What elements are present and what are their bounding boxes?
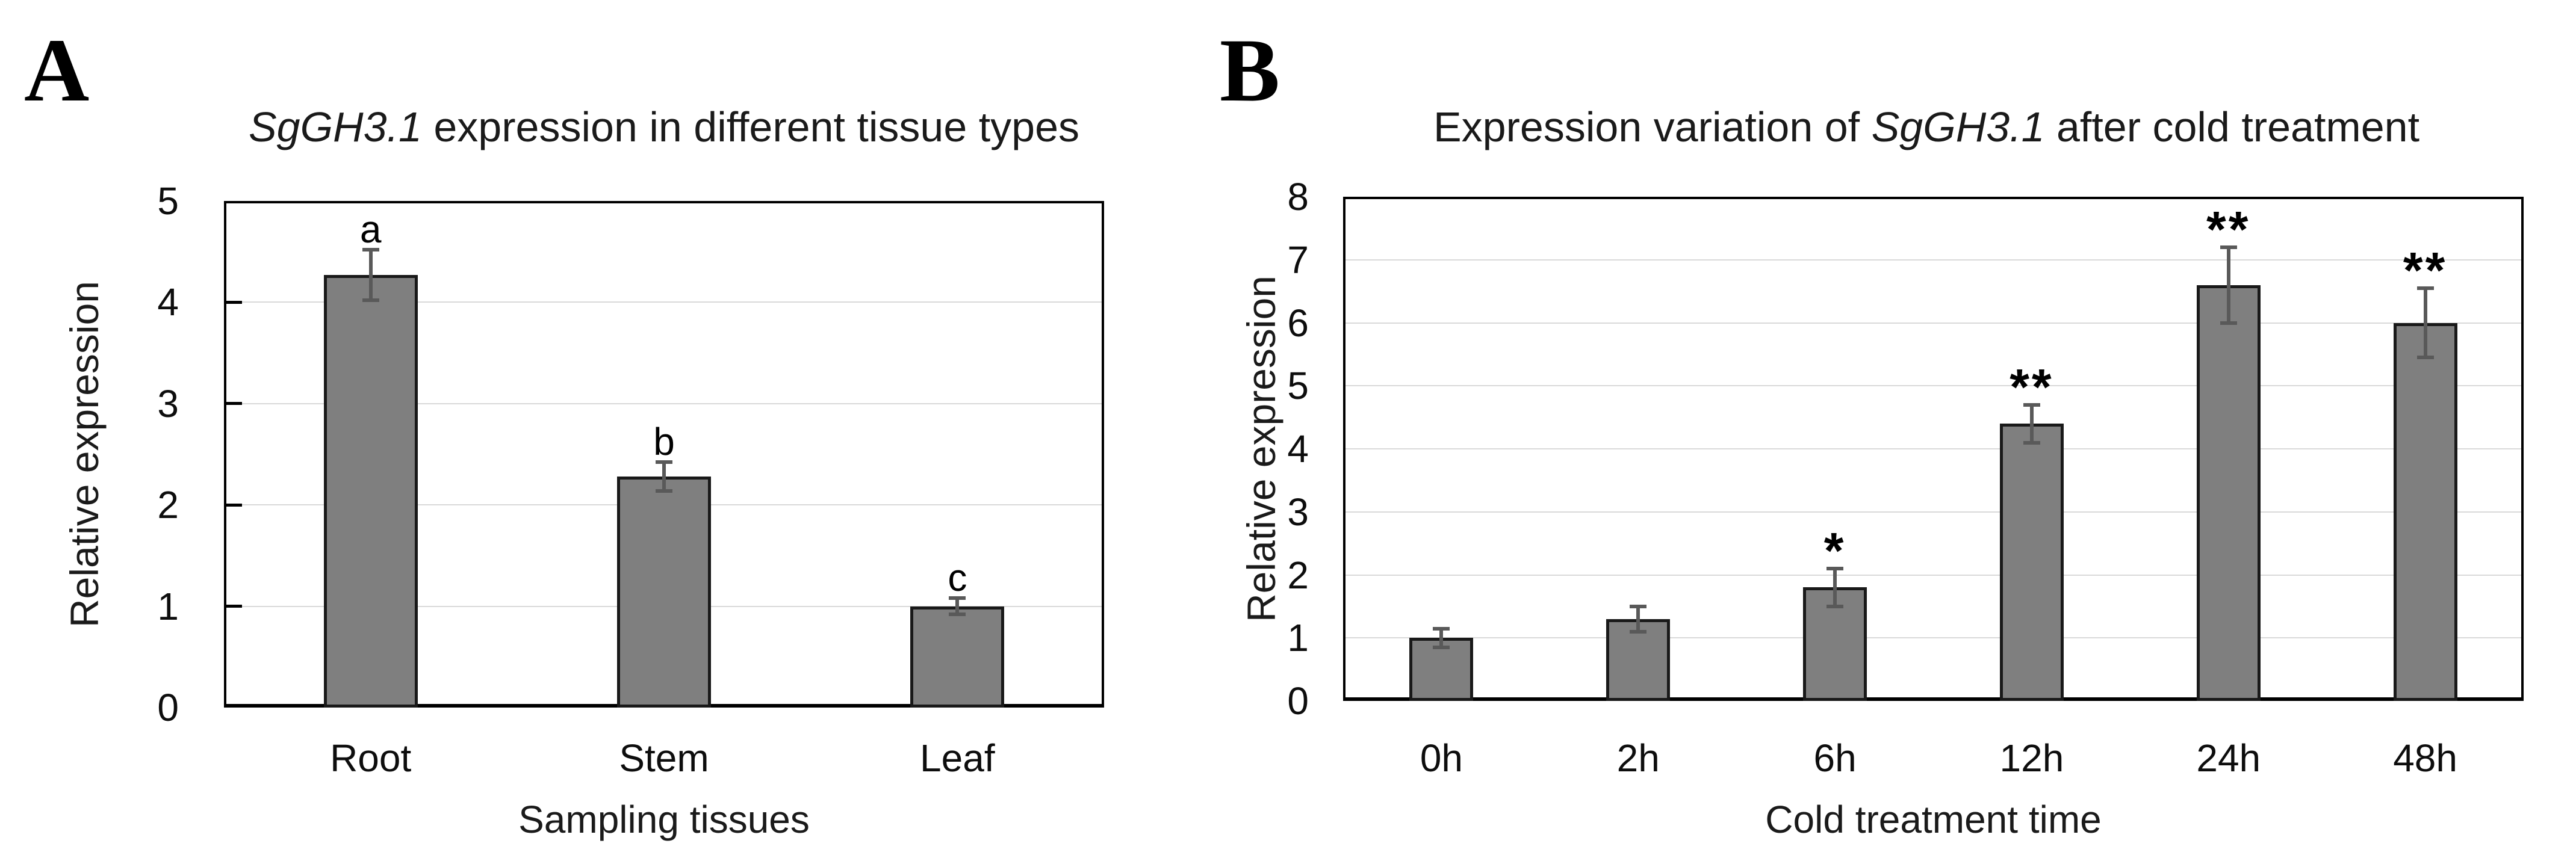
bar-stem — [617, 477, 711, 708]
gridline — [1345, 574, 2521, 576]
gridline — [1345, 637, 2521, 639]
x-tick-label-root: Root — [330, 736, 412, 780]
x-tick-label-12h: 12h — [1999, 736, 2064, 780]
x-tick-label-0h: 0h — [1420, 736, 1463, 780]
gridline — [1345, 259, 2521, 261]
y-tick-label: 0 — [1287, 679, 1309, 723]
gridline — [226, 301, 1102, 303]
gridline — [226, 403, 1102, 404]
y-axis-tick — [226, 605, 242, 608]
y-tick-label: 3 — [1287, 490, 1309, 534]
y-axis-title: Relative expression — [62, 281, 107, 628]
error-bar-cap — [2023, 440, 2040, 445]
error-bar-cap — [2023, 403, 2040, 407]
y-tick-label: 8 — [1287, 175, 1309, 218]
x-tick-label-leaf: Leaf — [920, 736, 995, 780]
y-tick-label: 1 — [157, 584, 179, 628]
gridline — [1345, 385, 2521, 387]
y-tick-label: 4 — [1287, 427, 1309, 471]
x-tick-label-48h: 48h — [2393, 736, 2457, 780]
gridline — [1345, 322, 2521, 324]
significance-asterisks: ** — [2403, 241, 2448, 298]
y-tick-label: 6 — [1287, 301, 1309, 345]
y-tick-label: 1 — [1287, 616, 1309, 660]
chart-title-text: Expression variation of — [1433, 103, 1872, 150]
chart-title-text: expression in different tissue types — [421, 103, 1080, 150]
error-bar-cap — [1630, 604, 1647, 608]
y-axis-tick — [226, 300, 242, 304]
y-tick-label: 5 — [157, 179, 179, 223]
chart-title-text: after cold treatment — [2044, 103, 2420, 150]
panel-label-a: A — [24, 20, 90, 120]
significance-asterisks: ** — [2206, 200, 2251, 258]
y-axis-title: Relative expression — [1239, 276, 1283, 622]
error-bar-cap — [1433, 626, 1450, 631]
error-bar-cap — [1826, 604, 1844, 608]
y-tick-label: 5 — [1287, 364, 1309, 408]
error-bar — [368, 249, 373, 301]
error-bar-cap — [1433, 645, 1450, 649]
error-bar-cap — [656, 489, 672, 493]
y-tick-label: 0 — [157, 686, 179, 729]
panel-label-b: B — [1220, 20, 1280, 120]
error-bar-cap — [2416, 286, 2434, 290]
error-bar-cap — [1630, 629, 1647, 634]
significance-asterisks: ** — [2010, 358, 2054, 415]
error-bar — [955, 598, 960, 615]
y-tick-label: 2 — [1287, 553, 1309, 597]
chart-title: SgGH3.1 expression in different tissue t… — [249, 106, 1079, 148]
significance-asterisks: * — [1823, 522, 1846, 579]
error-bar-cap — [1826, 567, 1844, 571]
x-tick-label-stem: Stem — [619, 736, 709, 780]
bar-24h — [2196, 285, 2261, 701]
x-tick-label-24h: 24h — [2196, 736, 2261, 780]
error-bar — [2226, 247, 2230, 323]
gridline — [1345, 448, 2521, 449]
y-axis-tick — [226, 402, 242, 406]
error-bar-cap — [362, 247, 379, 251]
bar-root — [323, 274, 418, 708]
bar-48h — [2393, 322, 2457, 701]
y-tick-label: 7 — [1287, 238, 1309, 282]
error-bar-cap — [2416, 356, 2434, 360]
bar-12h — [1999, 424, 2064, 701]
x-axis-title: Cold treatment time — [1765, 798, 2102, 841]
significance-letter: a — [359, 207, 382, 251]
error-bar-cap — [949, 612, 966, 617]
x-tick-label-2h: 2h — [1616, 736, 1660, 780]
significance-letter: c — [948, 556, 967, 600]
y-axis-tick — [226, 503, 242, 507]
chart-title-gene-name: SgGH3.1 — [1871, 103, 2045, 150]
error-bar-cap — [362, 298, 379, 303]
x-tick-label-6h: 6h — [1813, 736, 1857, 780]
error-bar — [1439, 628, 1444, 647]
bar-leaf — [910, 606, 1005, 708]
gridline — [1345, 511, 2521, 513]
error-bar-cap — [949, 596, 966, 600]
error-bar — [1636, 606, 1640, 632]
y-tick-label: 2 — [157, 483, 179, 527]
error-bar — [2423, 288, 2427, 358]
error-bar — [662, 462, 666, 491]
error-bar-cap — [2220, 245, 2237, 249]
bar-0h — [1409, 638, 1474, 701]
y-tick-label: 4 — [157, 280, 179, 324]
error-bar-cap — [2220, 321, 2237, 325]
significance-letter: b — [653, 420, 675, 464]
x-axis-title: Sampling tissues — [518, 798, 810, 841]
chart-title: Expression variation of SgGH3.1 after co… — [1433, 106, 2419, 148]
error-bar-cap — [656, 460, 672, 464]
error-bar — [1833, 569, 1837, 606]
y-tick-label: 3 — [157, 381, 179, 425]
chart-title-gene-name: SgGH3.1 — [248, 103, 422, 150]
error-bar — [2029, 404, 2034, 443]
